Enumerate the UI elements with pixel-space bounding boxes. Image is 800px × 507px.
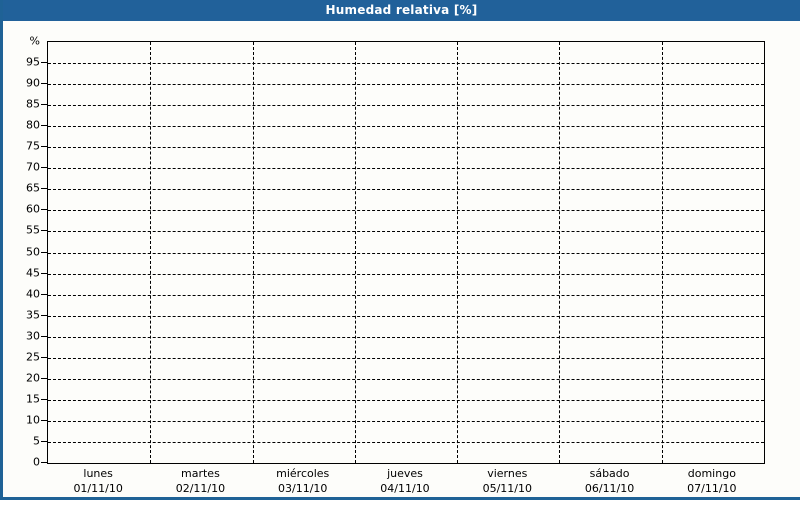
horizontal-gridline [48,294,764,296]
y-axis-tick-label: 25 [26,350,40,364]
horizontal-gridline [48,63,764,65]
y-axis-tick-mark [41,62,47,64]
y-axis: % 0 5 10 15 20 25 30 35 40 45 50 55 60 65 70 75 80 85 90 95 [3,21,47,497]
vertical-gridline [457,42,459,463]
y-axis-tick-mark [41,314,47,316]
horizontal-gridline [48,231,764,233]
horizontal-gridline [48,441,764,443]
y-axis-tick-mark [41,272,47,274]
horizontal-gridline [48,105,764,107]
x-axis-day-label: viernes [487,467,528,480]
x-axis-date-label: 05/11/10 [482,482,532,495]
vertical-gridline [252,42,254,463]
chart-title-bar: Humedad relativa [%] [3,0,800,21]
y-axis-tick-mark [41,104,47,106]
y-axis-tick-label: 75 [26,139,40,153]
y-axis-tick-mark [41,377,47,379]
y-axis-tick-mark [41,251,47,253]
horizontal-gridline [48,210,764,212]
page-title: Humedad relativa [%] [325,3,478,17]
y-axis-tick-label: 15 [26,392,40,406]
y-axis-tick-label: 55 [26,223,40,237]
y-axis-tick-label: 40 [26,287,40,301]
y-axis-tick-mark [41,146,47,148]
x-axis-date-label: 03/11/10 [278,482,328,495]
y-axis-tick-mark [41,440,47,442]
vertical-gridline [150,42,152,463]
y-axis-tick-mark [41,125,47,127]
y-axis-tick-label: 45 [26,266,40,280]
y-axis-tick-label: 95 [26,55,40,69]
x-axis-tick-label: jueves 04/11/10 [354,466,456,496]
x-axis-day-label: martes [181,467,220,480]
x-axis-date-label: 02/11/10 [175,482,226,495]
x-axis-tick-label: lunes 01/11/10 [47,466,149,496]
horizontal-gridline [48,336,764,338]
x-axis-date-label: 01/11/10 [73,482,123,495]
x-axis-tick-label: miércoles 03/11/10 [252,466,354,496]
y-axis-tick-label: 5 [33,434,40,448]
y-axis-tick-mark [41,356,47,358]
horizontal-gridline [48,147,764,149]
gridlines [48,42,764,463]
horizontal-gridline [48,357,764,359]
y-axis-tick-label: 85 [26,97,40,111]
horizontal-gridline [48,252,764,254]
y-axis-tick-mark [41,462,47,463]
x-axis-tick-label: domingo 07/11/10 [661,466,763,496]
x-axis-day-label: miércoles [276,467,330,480]
x-axis-date-label: 07/11/10 [687,482,737,495]
horizontal-gridline [48,126,764,128]
vertical-gridline [559,42,561,463]
horizontal-gridline [48,273,764,275]
x-axis-date-label: 04/11/10 [380,482,430,495]
x-axis-day-label: sábado [589,467,630,480]
y-axis-tick-mark [41,293,47,295]
horizontal-gridline [48,315,764,317]
horizontal-gridline [48,168,764,170]
chart-area: % 0 5 10 15 20 25 30 35 40 45 50 55 60 65 70 75 80 85 90 95… [3,21,800,497]
y-axis-tick-label: 10 [26,413,40,427]
x-axis: lunes 01/11/10 martes 02/11/10 miércoles 03/1… [47,462,765,507]
y-axis-tick-label: 90 [26,76,40,90]
y-axis-tick-label: 80 [26,118,40,132]
x-axis-day-label: domingo [687,467,736,480]
y-axis-tick-label: 65 [26,181,40,195]
y-axis-tick-mark [41,419,47,421]
horizontal-gridline [48,84,764,86]
y-axis-tick-mark [41,230,47,232]
y-axis-tick-label: 20 [26,371,40,385]
horizontal-gridline [48,399,764,401]
x-axis-date-label: 06/11/10 [584,482,635,495]
x-axis-tick-label: martes 02/11/10 [149,466,251,496]
y-axis-tick-mark [41,83,47,85]
y-axis-tick-label: 50 [26,245,40,258]
vertical-gridline [354,42,356,463]
horizontal-gridline [48,378,764,380]
y-axis-unit-label: % [29,34,40,48]
y-axis-tick-mark [41,209,47,211]
x-axis-tick-label: sábado 06/11/10 [558,466,660,496]
y-axis-tick-mark [41,167,47,169]
vertical-gridline [661,42,663,463]
y-axis-tick-label: 60 [26,202,40,216]
x-axis-day-label: jueves [387,467,423,480]
x-axis-day-label: lunes [83,467,113,480]
y-axis-tick-mark [41,335,47,337]
y-axis-tick-label: 70 [26,160,40,174]
x-axis-tick-label: viernes 05/11/10 [456,466,558,496]
y-axis-tick-label: 0 [33,455,40,469]
y-axis-tick-label: 35 [26,308,40,322]
y-axis-tick-mark [41,188,47,190]
horizontal-gridline [48,420,764,422]
y-axis-tick-mark [41,398,47,400]
plot-area [47,41,765,464]
horizontal-gridline [48,189,764,191]
y-axis-tick-label: 30 [26,329,40,343]
